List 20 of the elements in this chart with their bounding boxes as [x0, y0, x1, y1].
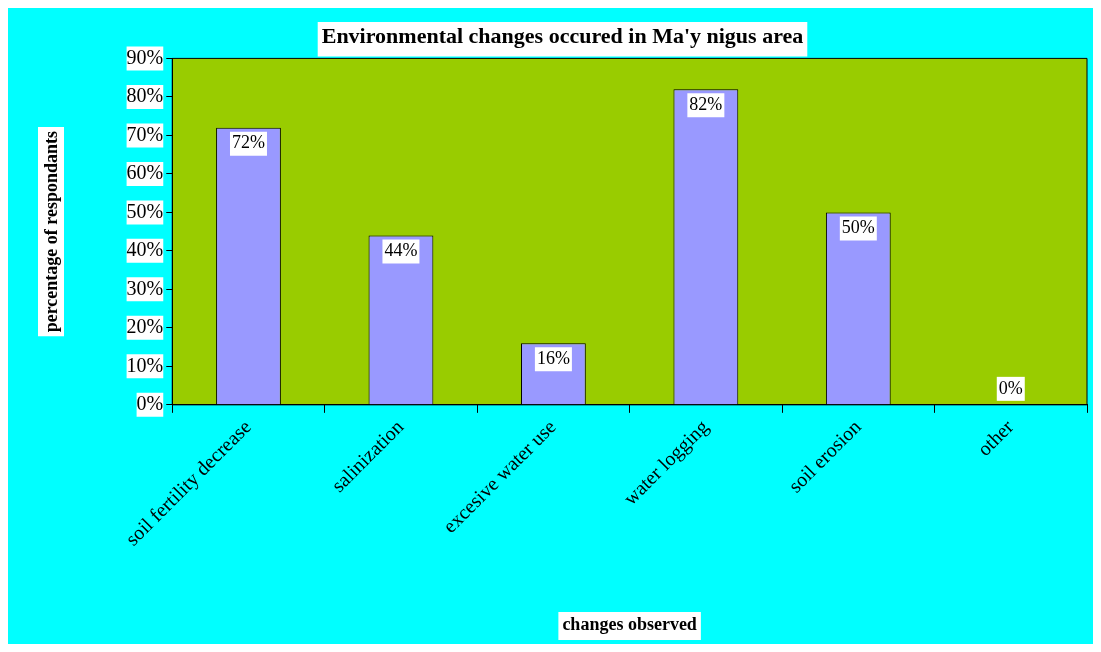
y-tick-label: 40%	[126, 238, 164, 261]
y-tick-label: 0%	[136, 392, 164, 415]
y-tick-label: 70%	[126, 122, 164, 145]
x-axis-title: changes observed	[562, 613, 697, 634]
x-tick-label: other	[972, 415, 1018, 460]
y-tick-label: 60%	[126, 161, 164, 184]
data-label: 16%	[536, 347, 570, 368]
y-tick-label: 50%	[126, 199, 164, 222]
y-tick-label: 20%	[126, 315, 164, 338]
data-label: 72%	[231, 132, 265, 153]
y-tick-label: 90%	[126, 45, 164, 68]
y-tick-label: 10%	[126, 353, 164, 376]
data-label: 50%	[841, 217, 875, 238]
y-tick-label: 80%	[126, 84, 164, 107]
data-label: 44%	[384, 240, 418, 261]
chart-title: Environmental changes occured in Ma'y nigus area	[321, 22, 804, 48]
y-tick-label: 30%	[126, 276, 164, 299]
y-axis-title: percentage of respondants	[41, 130, 62, 333]
data-label: 82%	[689, 93, 723, 114]
data-label: 0%	[998, 377, 1023, 398]
